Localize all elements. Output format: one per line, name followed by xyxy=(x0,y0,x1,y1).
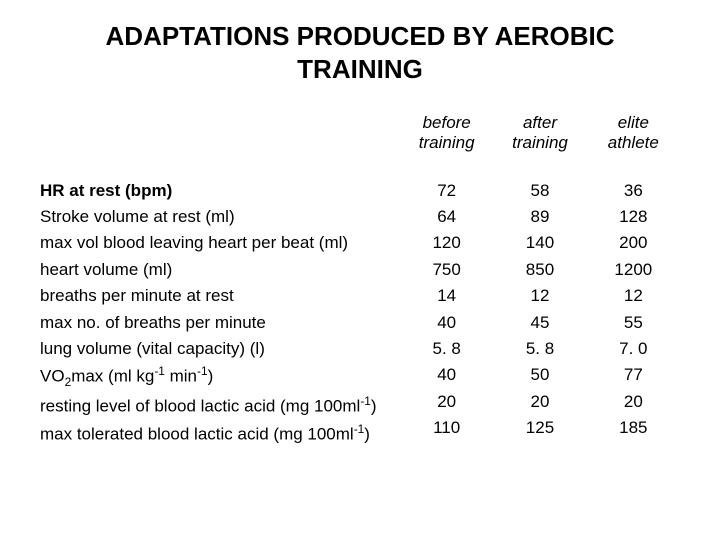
cell-after: 5. 8 xyxy=(493,336,586,362)
values-column-before: 726412075014405. 84020110 xyxy=(400,178,493,448)
cell-before: 5. 8 xyxy=(400,336,493,362)
row-label: lung volume (vital capacity) (l) xyxy=(40,336,400,362)
col-header-line: after xyxy=(493,113,586,133)
header-spacer xyxy=(40,113,400,154)
row-label: Stroke volume at rest (ml) xyxy=(40,204,400,230)
page-title: ADAPTATIONS PRODUCED BY AEROBIC TRAINING xyxy=(40,20,680,85)
cell-elite: 7. 0 xyxy=(587,336,680,362)
cell-before: 120 xyxy=(400,230,493,256)
cell-elite: 185 xyxy=(587,415,680,441)
table-header-row: before training after training elite ath… xyxy=(40,113,680,154)
column-header-before: before training xyxy=(400,113,493,154)
row-label: max tolerated blood lactic acid (mg 100m… xyxy=(40,420,400,448)
col-header-line: training xyxy=(400,133,493,153)
col-header-line: before xyxy=(400,113,493,133)
table-body: HR at rest (bpm)Stroke volume at rest (m… xyxy=(40,178,680,448)
cell-before: 20 xyxy=(400,389,493,415)
cell-elite: 36 xyxy=(587,178,680,204)
values-column-elite: 36128200120012557. 07720185 xyxy=(587,178,680,448)
cell-elite: 1200 xyxy=(587,257,680,283)
col-header-line: training xyxy=(493,133,586,153)
row-label: max vol blood leaving heart per beat (ml… xyxy=(40,230,400,256)
cell-before: 14 xyxy=(400,283,493,309)
col-header-line: elite xyxy=(587,113,680,133)
cell-elite: 200 xyxy=(587,230,680,256)
cell-after: 50 xyxy=(493,362,586,388)
cell-before: 64 xyxy=(400,204,493,230)
row-label: VO2max (ml kg-1 min-1) xyxy=(40,362,400,392)
row-label: max no. of breaths per minute xyxy=(40,310,400,336)
cell-after: 140 xyxy=(493,230,586,256)
cell-after: 850 xyxy=(493,257,586,283)
cell-after: 89 xyxy=(493,204,586,230)
cell-before: 110 xyxy=(400,415,493,441)
cell-elite: 55 xyxy=(587,310,680,336)
cell-after: 125 xyxy=(493,415,586,441)
row-labels-column: HR at rest (bpm)Stroke volume at rest (m… xyxy=(40,178,400,448)
row-label: resting level of blood lactic acid (mg 1… xyxy=(40,392,400,420)
cell-elite: 128 xyxy=(587,204,680,230)
cell-before: 40 xyxy=(400,362,493,388)
cell-after: 45 xyxy=(493,310,586,336)
cell-after: 12 xyxy=(493,283,586,309)
row-label: HR at rest (bpm) xyxy=(40,178,400,204)
values-column-after: 588914085012455. 85020125 xyxy=(493,178,586,448)
data-table: before training after training elite ath… xyxy=(40,113,680,448)
cell-before: 40 xyxy=(400,310,493,336)
cell-elite: 12 xyxy=(587,283,680,309)
column-header-after: after training xyxy=(493,113,586,154)
cell-after: 58 xyxy=(493,178,586,204)
column-header-elite: elite athlete xyxy=(587,113,680,154)
row-label: heart volume (ml) xyxy=(40,257,400,283)
cell-before: 72 xyxy=(400,178,493,204)
row-label: breaths per minute at rest xyxy=(40,283,400,309)
cell-elite: 20 xyxy=(587,389,680,415)
cell-elite: 77 xyxy=(587,362,680,388)
cell-before: 750 xyxy=(400,257,493,283)
cell-after: 20 xyxy=(493,389,586,415)
col-header-line: athlete xyxy=(587,133,680,153)
